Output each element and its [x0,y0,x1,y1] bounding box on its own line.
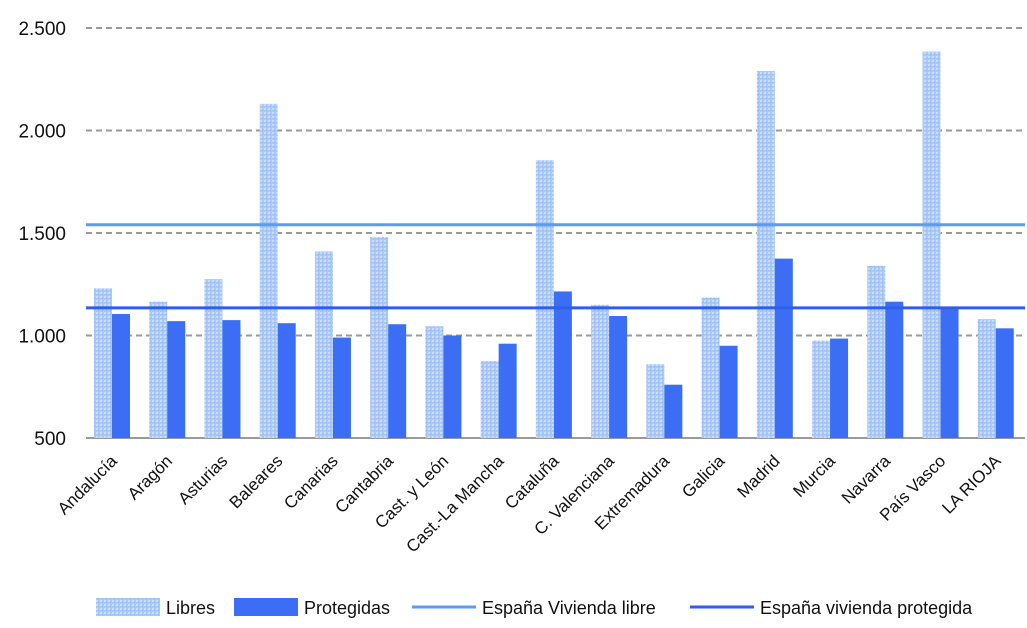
bar-protegidas [830,338,849,438]
bar-protegidas [940,307,959,438]
legend-label: España Vivienda libre [482,598,656,618]
x-axis-ticks: Andalucía AragónAsturiasBalearesCanariasC… [54,451,1005,556]
bar-libres [535,160,554,438]
bar-libres [977,319,996,438]
y-tick-label: 1.000 [18,327,66,348]
bar-protegidas [112,313,130,438]
y-tick-label: 500 [34,429,66,450]
x-tick-label: Galicia [678,451,729,502]
bar-libres [149,301,168,438]
bar-protegidas [609,316,628,438]
bar-protegidas [277,323,296,438]
legend-swatch [234,598,298,616]
bar-libres [646,364,665,438]
bar-libres [922,51,941,438]
bar-protegidas [664,384,683,438]
x-tick-label: LA RIOJA [938,451,1005,518]
bar-protegidas [222,320,241,438]
bar-libres [370,237,389,438]
x-tick-label: Cast.-La Mancha [403,451,508,556]
x-tick-label: Murcia [789,451,839,501]
bar-libres [701,297,720,438]
x-tick-label: Madrid [733,451,783,501]
bar-protegidas [885,301,904,438]
bar-libres [425,326,444,438]
legend-swatch [96,598,160,616]
x-tick-label: Andalucía [54,451,121,518]
bar-libres [259,103,278,438]
bar-protegidas [443,335,462,438]
bar-libres [867,265,886,438]
bar-protegidas [774,258,793,438]
bar-protegidas [719,345,738,438]
bar-protegidas [332,337,351,438]
bar-libres [756,71,775,439]
bar-protegidas [995,328,1014,438]
x-tick-label: Asturias [174,451,231,508]
reference-lines [86,223,1025,310]
y-axis-ticks: 500 1.000 1.500 2.000 2.500 [18,19,66,450]
y-tick-label: 2.000 [18,122,66,143]
y-tick-label: 2.500 [18,19,66,40]
legend-label: España vivienda protegida [760,598,973,618]
x-tick-label: Navarra [838,451,895,508]
bar-libres [591,304,610,438]
legend: Libres Protegidas España Vivienda libre Esp… [96,598,973,618]
bars [94,51,1014,439]
bar-protegidas [388,324,407,438]
bar-libres [204,279,223,438]
y-tick-label: 1.500 [18,224,66,245]
legend-label: Protegidas [304,598,390,618]
x-tick-label: Baleares [226,451,287,512]
bar-protegidas [553,291,572,438]
bar-libres [812,340,831,438]
x-tick-label: Aragón [124,451,176,503]
bar-libres [94,288,112,438]
bar-libres [480,361,499,438]
bar-protegidas [498,343,517,438]
bar-libres [314,251,333,438]
bar-protegidas [167,321,186,438]
legend-label: Libres [166,598,215,618]
